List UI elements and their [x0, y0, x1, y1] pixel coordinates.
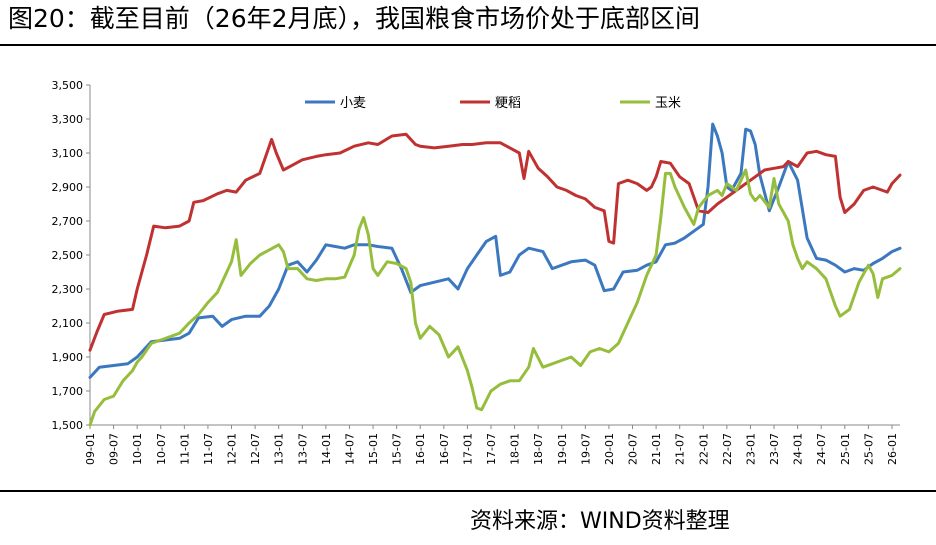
title-rule — [0, 44, 936, 46]
x-tick-label: 18-01 — [509, 433, 522, 465]
x-tick-label: 25-01 — [839, 433, 852, 465]
x-tick-label: 21-07 — [674, 433, 687, 465]
y-tick-label: 1,900 — [52, 351, 84, 364]
chart-series — [88, 122, 902, 427]
legend-label: 粳稻 — [495, 96, 521, 111]
x-tick-label: 10-07 — [155, 433, 168, 465]
y-tick-label: 1,500 — [52, 419, 84, 432]
x-tick-label: 23-01 — [744, 433, 757, 465]
x-tick-label: 25-07 — [862, 433, 875, 465]
chart-axes: 1,500 1,700 1,900 2,100 2,300 2,500 2,700 2,900… — [52, 79, 900, 465]
x-tick-label: 16-01 — [414, 433, 427, 465]
y-tick-label: 2,100 — [52, 317, 84, 330]
x-tick-label: 22-07 — [721, 433, 734, 465]
y-tick-label: 3,100 — [52, 147, 84, 160]
y-tick-label: 2,300 — [52, 283, 84, 296]
x-tick-label: 20-07 — [627, 433, 640, 465]
x-tick-label: 11-01 — [178, 433, 191, 465]
x-tick-label: 16-07 — [438, 433, 451, 465]
y-tick-label: 3,300 — [52, 113, 84, 126]
y-tick-label: 1,700 — [52, 385, 84, 398]
x-tick-label: 11-07 — [202, 433, 215, 465]
x-tick-label: 21-01 — [650, 433, 663, 465]
x-tick-label: 09-01 — [84, 433, 97, 465]
x-tick-label: 19-01 — [556, 433, 569, 465]
x-tick-label: 24-01 — [792, 433, 805, 465]
x-tick-label: 13-07 — [296, 433, 309, 465]
x-tick-label: 22-01 — [697, 433, 710, 465]
x-tick-label: 24-07 — [815, 433, 828, 465]
chart-legend: 小麦 粳稻 玉米 — [305, 96, 681, 111]
y-tick-label: 3,500 — [52, 79, 84, 92]
x-tick-label: 10-01 — [131, 433, 144, 465]
x-tick-label: 20-01 — [603, 433, 616, 465]
series-line-3 — [88, 168, 902, 427]
x-tick-label: 26-01 — [886, 433, 899, 465]
x-tick-label: 14-01 — [320, 433, 333, 465]
source-note: 资料来源：WIND资料整理 — [470, 509, 730, 534]
y-tick-label: 2,900 — [52, 181, 84, 194]
x-tick-label: 15-01 — [367, 433, 380, 465]
legend-label: 玉米 — [655, 96, 681, 111]
x-tick-label: 12-01 — [226, 433, 239, 465]
x-tick-label: 13-01 — [273, 433, 286, 465]
x-tick-label: 17-07 — [485, 433, 498, 465]
source-rule — [0, 490, 936, 492]
x-tick-label: 17-01 — [461, 433, 474, 465]
x-tick-label: 09-07 — [108, 433, 121, 465]
x-tick-label: 14-07 — [343, 433, 356, 465]
y-tick-label: 2,500 — [52, 249, 84, 262]
y-tick-label: 2,700 — [52, 215, 84, 228]
legend-label: 小麦 — [340, 96, 366, 111]
x-tick-label: 19-07 — [579, 433, 592, 465]
x-tick-label: 18-07 — [532, 433, 545, 465]
x-tick-label: 12-07 — [249, 433, 262, 465]
x-tick-label: 15-07 — [391, 433, 404, 465]
x-tick-label: 23-07 — [768, 433, 781, 465]
series-line-1 — [88, 122, 902, 379]
series-line-2 — [88, 132, 902, 352]
page-title: 图20：截至目前（26年2月底），我国粮食市场价处于底部区间 — [8, 4, 701, 33]
